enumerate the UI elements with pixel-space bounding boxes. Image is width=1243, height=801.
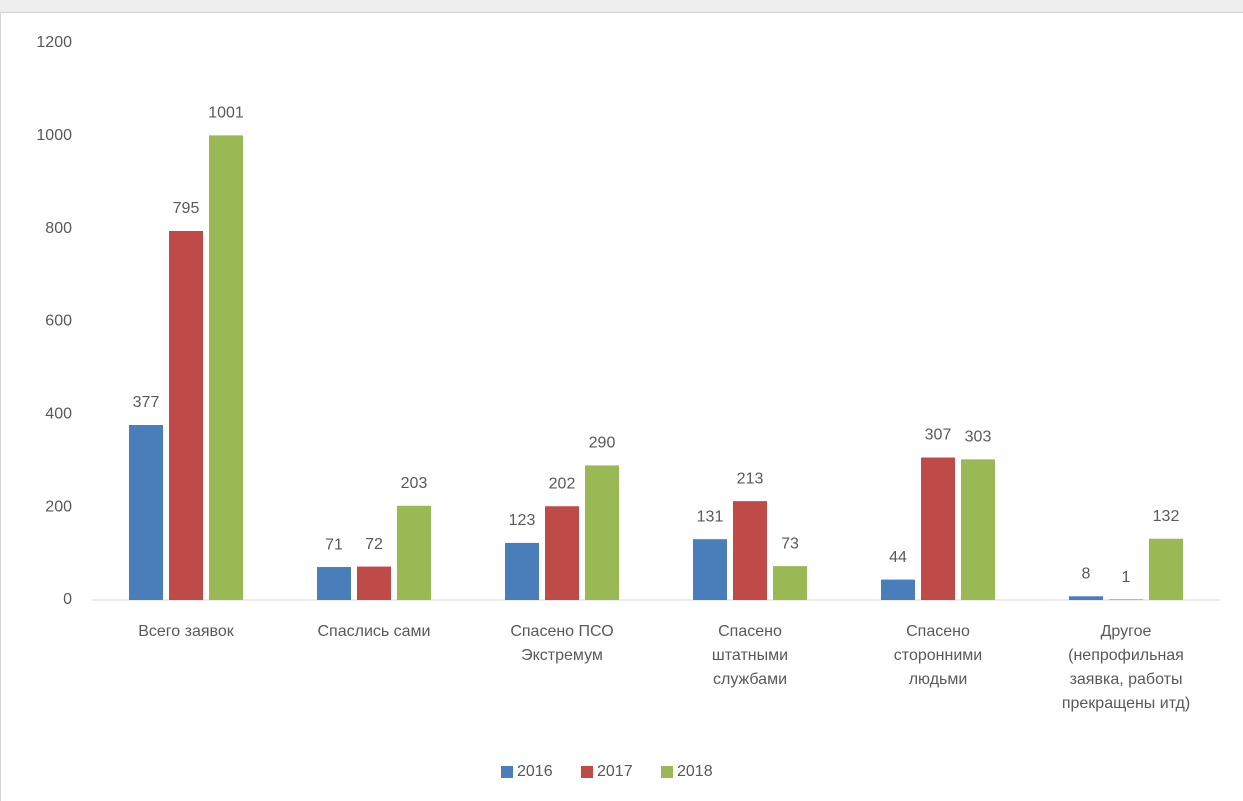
data-label: 73 — [781, 535, 799, 552]
data-label: 377 — [133, 394, 160, 411]
x-tick-label: Спаслись сами — [317, 623, 431, 640]
data-label: 203 — [401, 475, 428, 492]
x-tick-label: Всего заявок — [138, 623, 234, 640]
data-label: 71 — [325, 536, 343, 553]
legend-swatch — [661, 766, 673, 778]
bar — [881, 579, 915, 600]
y-tick-label: 200 — [45, 498, 72, 515]
border — [0, 12, 1, 801]
bar — [1149, 538, 1183, 600]
bar — [545, 506, 579, 600]
bar — [129, 425, 163, 600]
bar — [1069, 596, 1103, 600]
bar — [209, 135, 243, 600]
bar — [505, 542, 539, 600]
x-tick-label: Спасено сторонними людьми — [893, 623, 983, 688]
y-tick-label: 600 — [45, 313, 72, 330]
bar — [773, 566, 807, 600]
data-label: 131 — [697, 508, 724, 525]
bar — [693, 539, 727, 600]
y-tick-label: 1200 — [36, 34, 72, 51]
x-tick-label: Спасено ПСО Экстремум — [510, 623, 614, 664]
y-tick-label: 0 — [63, 591, 72, 608]
data-label: 202 — [549, 475, 576, 492]
data-label: 213 — [737, 470, 764, 487]
x-tick-label: Другое (непрофильная заявка, работы прек… — [1061, 623, 1191, 712]
top-bar — [0, 0, 1243, 13]
data-label: 123 — [509, 512, 536, 529]
bar — [397, 505, 431, 600]
y-tick-label: 1000 — [36, 127, 72, 144]
bar — [169, 230, 203, 601]
bar — [733, 501, 767, 600]
bar — [317, 567, 351, 600]
bar — [921, 457, 955, 600]
legend-swatch — [581, 766, 593, 778]
data-label: 303 — [965, 429, 992, 446]
x-tick-label: Спасено штатными службами — [711, 623, 789, 688]
data-label: 44 — [889, 549, 907, 566]
bar — [357, 566, 391, 600]
legend-label: 2016 — [517, 763, 553, 780]
data-label: 795 — [173, 200, 200, 217]
data-label: 290 — [589, 435, 616, 452]
data-label: 132 — [1153, 508, 1180, 525]
legend-swatch — [501, 766, 513, 778]
bar — [961, 459, 995, 600]
data-label: 8 — [1082, 566, 1091, 583]
data-label: 1001 — [208, 105, 244, 122]
y-tick-label: 400 — [45, 406, 72, 423]
data-label: 307 — [925, 427, 952, 444]
bar — [585, 465, 619, 600]
legend-label: 2017 — [597, 763, 633, 780]
legend-label: 2018 — [677, 763, 713, 780]
y-tick-label: 800 — [45, 220, 72, 237]
data-label: 1 — [1122, 569, 1131, 586]
data-label: 72 — [365, 536, 383, 553]
